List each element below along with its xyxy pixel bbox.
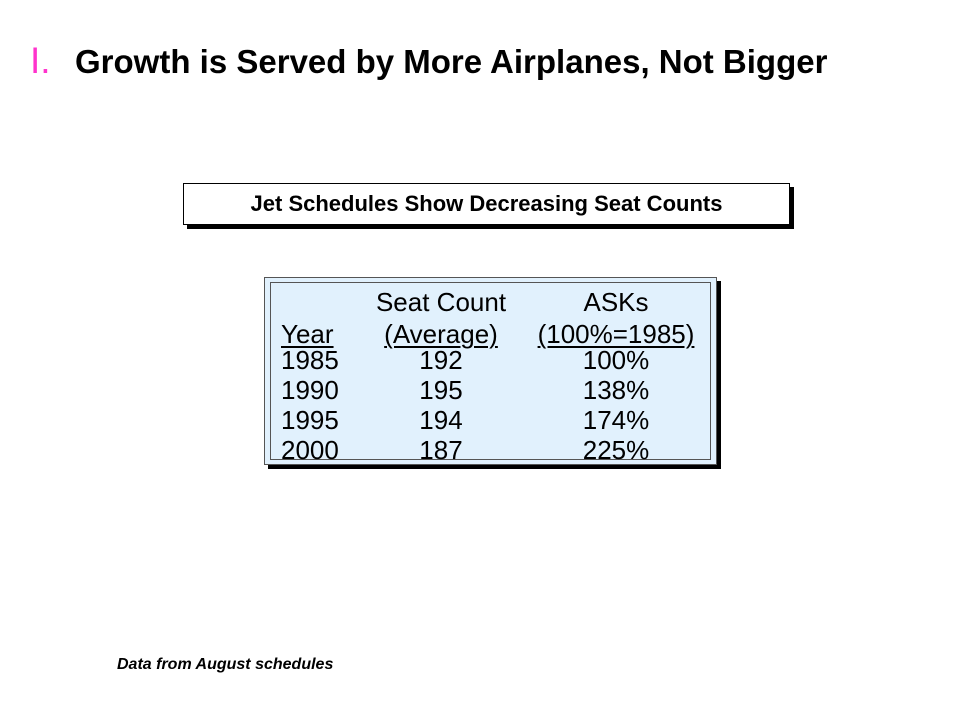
table-row-seat: 192	[419, 345, 463, 375]
table-row-ask: 138%	[582, 375, 650, 405]
table-row-year: 1995	[281, 405, 339, 435]
header-ask-basis: (100%=1985)	[537, 319, 695, 349]
subtitle-text: Jet Schedules Show Decreasing Seat Count…	[250, 191, 723, 216]
table-row-seat: 195	[419, 375, 463, 405]
section-marker: I.	[30, 40, 51, 81]
table-row-ask: 100%	[582, 345, 650, 375]
footnote: Data from August schedules	[117, 656, 334, 673]
data-table: Seat Count ASKs Year (Average) (100%=198…	[264, 277, 717, 465]
table-row-year: 1990	[281, 375, 339, 405]
table-row-seat: 194	[419, 405, 463, 435]
table-row-ask: 174%	[582, 405, 650, 435]
header-year: Year	[281, 319, 334, 349]
data-table-inner: Seat Count ASKs Year (Average) (100%=198…	[270, 282, 711, 465]
slide-title: I. Growth is Served by More Airplanes, N…	[30, 40, 827, 82]
subtitle-box: Jet Schedules Show Decreasing Seat Count…	[183, 183, 790, 225]
page-title: Growth is Served by More Airplanes, Not …	[75, 43, 828, 80]
header-average: (Average)	[384, 319, 498, 349]
table-row-year: 1985	[281, 345, 339, 375]
header-asks: ASKs	[583, 287, 649, 317]
table-row-ask: 225%	[582, 435, 650, 465]
header-seat-count: Seat Count	[375, 287, 507, 317]
table-row-year: 2000	[281, 435, 339, 465]
table-row-seat: 187	[419, 435, 463, 465]
